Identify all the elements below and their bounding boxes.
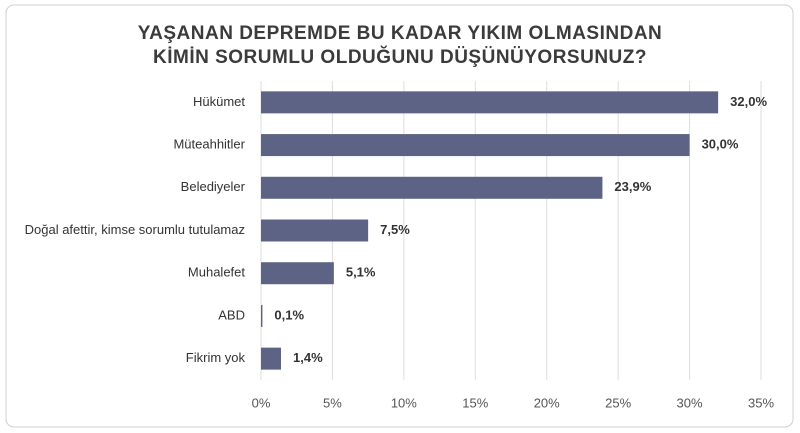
bar [261,304,263,327]
value-label: 7,5% [380,222,410,237]
y-tick-label: Doğal afettir, kimse sorumlu tutulamaz [25,222,245,237]
x-tick-label: 35% [748,395,774,410]
bar [261,91,719,114]
x-tick-label: 25% [605,395,631,410]
y-tick-label: Müteahhitler [173,137,245,152]
value-label: 23,9% [614,179,651,194]
x-tick-label: 10% [391,395,417,410]
y-tick-label: Hükümet [193,94,245,109]
x-tick-label: 0% [252,395,271,410]
value-label: 0,1% [274,307,304,322]
x-tick-label: 20% [534,395,560,410]
value-label: 30,0% [702,137,739,152]
x-tick-label: 15% [462,395,488,410]
y-tick-label: Belediyeler [181,179,246,194]
bar [261,219,369,242]
value-label: 1,4% [293,350,323,365]
frame [5,4,794,428]
bar [261,176,603,199]
chart-title: KİMİN SORUMLU OLDUĞUNU DÜŞÜNÜYORSUNUZ? [153,46,647,68]
x-tick-label: 5% [323,395,342,410]
value-label: 32,0% [730,94,767,109]
y-tick-label: Fikrim yok [186,350,246,365]
value-label: 5,1% [346,265,376,280]
bar [261,262,334,285]
chart-title: YAŞANAN DEPREMDE BU KADAR YIKIM OLMASIND… [138,23,663,44]
bar [261,134,690,157]
y-tick-label: ABD [218,307,245,322]
y-tick-label: Muhalefet [188,265,245,280]
bar [261,347,281,370]
x-tick-label: 30% [677,395,703,410]
